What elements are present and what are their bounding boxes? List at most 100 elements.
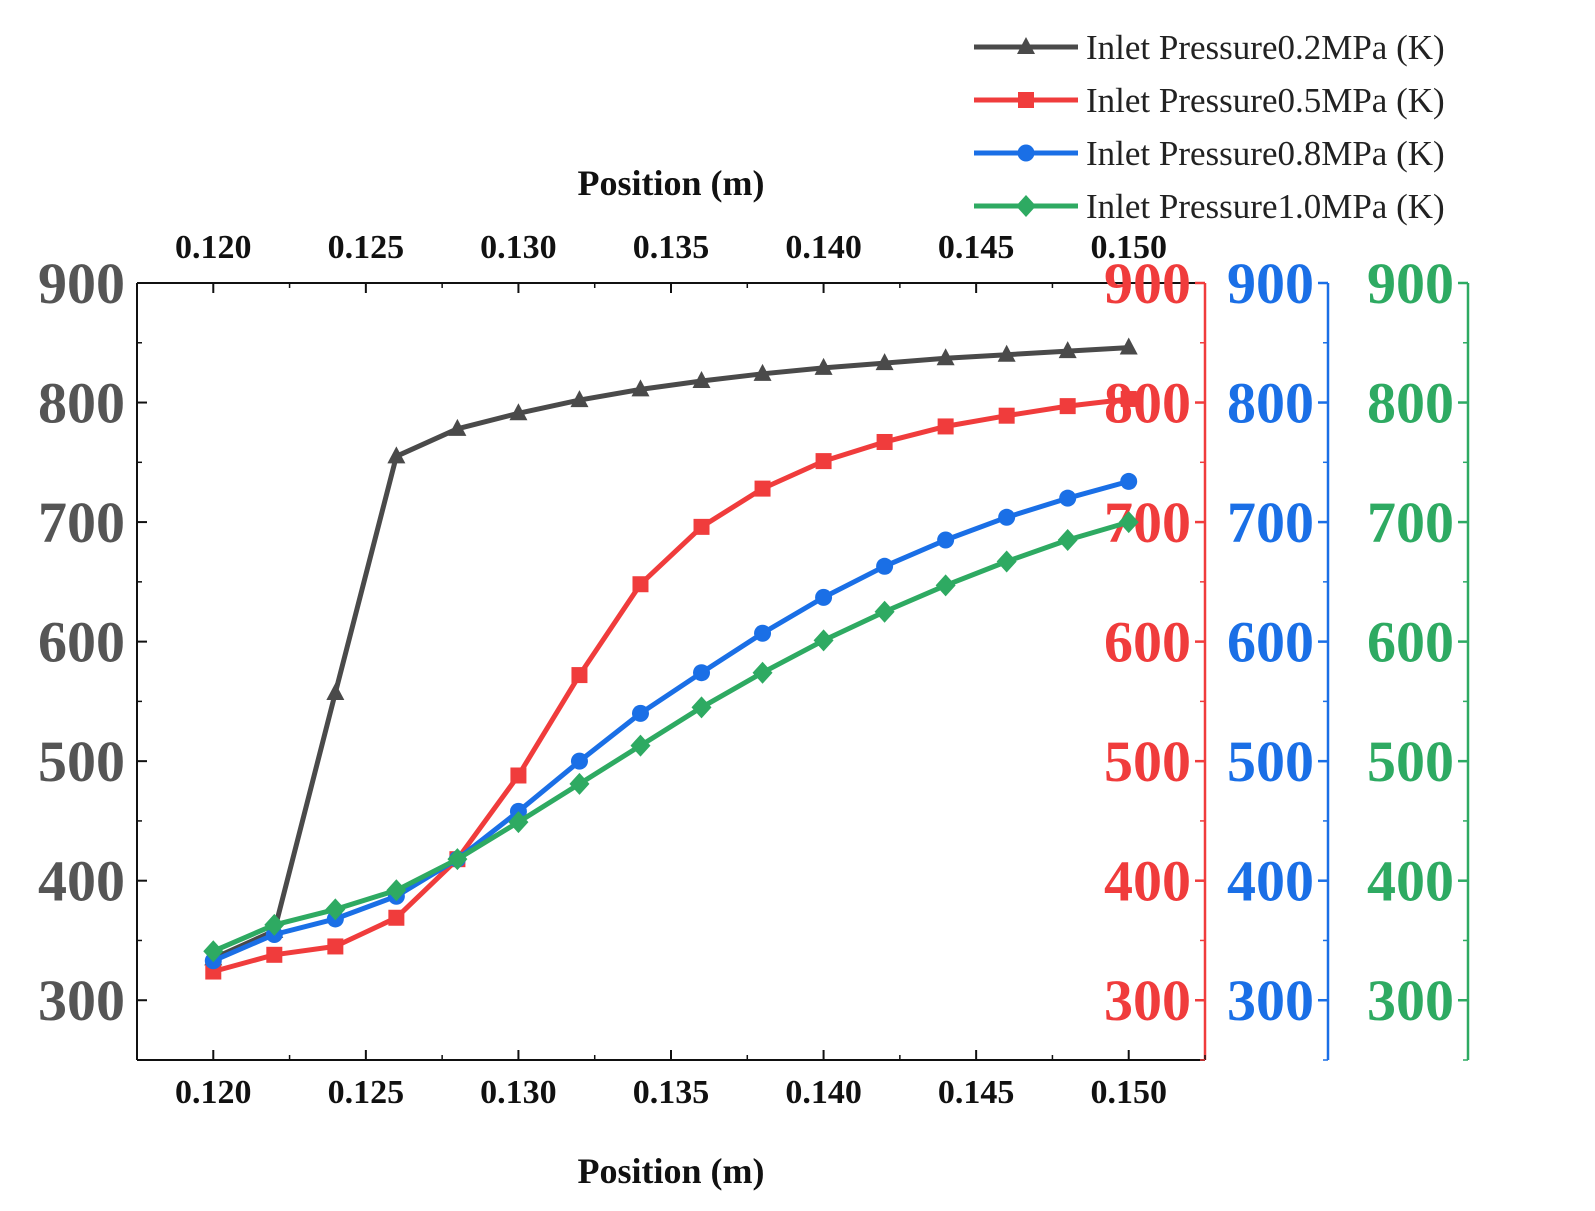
- data-point-0-5mpa: [327, 938, 344, 955]
- x-tick-label-bottom: 0.120: [175, 1074, 252, 1111]
- data-point-0-8mpa: [631, 704, 649, 722]
- y-tick-label-left: 400: [38, 849, 125, 914]
- y-tick-label-right-green: 900: [1367, 251, 1454, 316]
- y-tick-label-right-red: 700: [1104, 490, 1191, 555]
- data-point-0-2mpa: [631, 379, 650, 397]
- legend-item-0-2mpa: Inlet Pressure0.2MPa (K): [974, 28, 1445, 67]
- legend-swatch-marker: [1017, 37, 1035, 54]
- x-tick-label-top: 0.140: [785, 229, 862, 266]
- data-point-0-2mpa: [570, 390, 589, 408]
- y-tick-label-right-green: 600: [1367, 610, 1454, 675]
- y-tick-label-left: 700: [38, 490, 125, 555]
- data-point-0-5mpa: [937, 418, 954, 435]
- x-tick-label-top: 0.125: [328, 229, 405, 266]
- data-point-0-5mpa: [388, 909, 405, 926]
- x-tick-label-bottom: 0.145: [938, 1074, 1015, 1111]
- data-point-0-5mpa: [266, 946, 283, 963]
- y-tick-label-right-blue: 400: [1227, 849, 1314, 914]
- data-point-1-0mpa: [813, 629, 834, 652]
- x-tick-label-bottom: 0.150: [1090, 1074, 1167, 1111]
- y-tick-label-right-green: 300: [1367, 968, 1454, 1033]
- data-point-0-5mpa: [1120, 390, 1137, 407]
- data-point-0-2mpa: [814, 357, 833, 375]
- data-point-0-8mpa: [815, 588, 833, 606]
- y-tick-label-right-blue: 300: [1227, 968, 1314, 1033]
- data-point-0-5mpa: [693, 518, 710, 535]
- y-tick-label-right-red: 900: [1104, 251, 1191, 316]
- data-point-0-8mpa: [876, 557, 894, 575]
- data-point-1-0mpa: [1118, 511, 1139, 534]
- legend-swatch-marker: [1016, 195, 1036, 217]
- x-tick-label-top: 0.145: [938, 229, 1015, 266]
- data-point-0-5mpa: [510, 767, 527, 784]
- x-tick-label-bottom: 0.140: [785, 1074, 862, 1111]
- y-tick-label-right-red: 300: [1104, 968, 1191, 1033]
- series-line-0-5mpa: [212, 396, 1129, 974]
- data-point-0-5mpa: [876, 433, 893, 450]
- data-point-0-5mpa: [815, 453, 832, 470]
- data-point-0-8mpa: [1059, 489, 1077, 507]
- data-point-1-0mpa: [691, 696, 712, 719]
- data-point-0-2mpa: [448, 418, 467, 436]
- series-line-0-2mpa: [212, 345, 1129, 961]
- y-tick-label-right-green: 400: [1367, 849, 1454, 914]
- legend-label: Inlet Pressure0.5MPa (K): [1086, 81, 1445, 120]
- legend: Inlet Pressure0.2MPa (K) Inlet Pressure0.…: [974, 28, 1445, 226]
- data-point-0-8mpa: [1120, 472, 1138, 490]
- x-tick-label-top: 0.130: [480, 229, 557, 266]
- data-point-0-5mpa: [998, 407, 1015, 424]
- y-tick-label-left: 600: [38, 610, 125, 675]
- y-tick-label-right-red: 800: [1104, 371, 1191, 436]
- y-tick-label-right-green: 800: [1367, 371, 1454, 436]
- legend-label: Inlet Pressure0.8MPa (K): [1086, 134, 1445, 173]
- legend-item-0-5mpa: Inlet Pressure0.5MPa (K): [974, 81, 1445, 120]
- data-point-0-8mpa: [754, 624, 772, 642]
- y-tick-label-left: 900: [38, 251, 125, 316]
- y-tick-label-right-blue: 500: [1227, 729, 1314, 794]
- legend-swatch-marker: [1017, 144, 1035, 162]
- data-point-1-0mpa: [935, 574, 956, 597]
- y-tick-label-right-blue: 900: [1227, 251, 1314, 316]
- y-tick-label-right-red: 500: [1104, 729, 1191, 794]
- data-point-1-0mpa: [996, 550, 1017, 573]
- series-layer: [203, 337, 1139, 980]
- data-point-0-2mpa: [509, 403, 528, 421]
- data-point-0-5mpa: [632, 576, 649, 593]
- series-line-1-0mpa: [212, 519, 1130, 954]
- series-line-0-8mpa: [212, 478, 1130, 964]
- data-point-0-5mpa: [754, 480, 771, 497]
- data-point-1-0mpa: [1057, 529, 1078, 552]
- data-point-0-8mpa: [570, 752, 588, 770]
- data-point-1-0mpa: [630, 734, 651, 757]
- y-tick-label-right-blue: 600: [1227, 610, 1314, 675]
- data-point-0-2mpa: [1058, 341, 1077, 359]
- x-tick-label-bottom: 0.130: [480, 1074, 557, 1111]
- data-point-1-0mpa: [447, 848, 468, 871]
- data-point-0-2mpa: [753, 363, 772, 381]
- data-point-0-5mpa: [571, 667, 588, 684]
- data-point-1-0mpa: [508, 811, 529, 834]
- data-point-0-2mpa: [875, 353, 894, 371]
- x-axis-title-top: Position (m): [578, 163, 765, 203]
- data-point-1-0mpa: [264, 913, 285, 936]
- y-tick-label-left: 500: [38, 729, 125, 794]
- data-point-0-2mpa: [692, 371, 711, 389]
- data-point-0-8mpa: [693, 664, 711, 682]
- data-point-1-0mpa: [386, 879, 407, 902]
- data-point-0-2mpa: [387, 446, 406, 464]
- legend-label: Inlet Pressure1.0MPa (K): [1086, 187, 1445, 226]
- legend-label: Inlet Pressure0.2MPa (K): [1086, 28, 1445, 67]
- x-tick-label-top: 0.150: [1090, 229, 1167, 266]
- x-tick-label-bottom: 0.125: [328, 1074, 405, 1111]
- y-tick-label-right-red: 600: [1104, 610, 1191, 675]
- data-point-0-2mpa: [997, 344, 1016, 362]
- data-point-0-8mpa: [937, 531, 955, 549]
- legend-item-1-0mpa: Inlet Pressure1.0MPa (K): [974, 187, 1445, 226]
- y-tick-label-right-green: 700: [1367, 490, 1454, 555]
- y-tick-label-right-red: 400: [1104, 849, 1191, 914]
- data-point-0-5mpa: [1059, 398, 1076, 415]
- x-tick-label-top: 0.135: [633, 229, 710, 266]
- x-tick-label-bottom: 0.135: [633, 1074, 710, 1111]
- y-tick-label-left: 800: [38, 371, 125, 436]
